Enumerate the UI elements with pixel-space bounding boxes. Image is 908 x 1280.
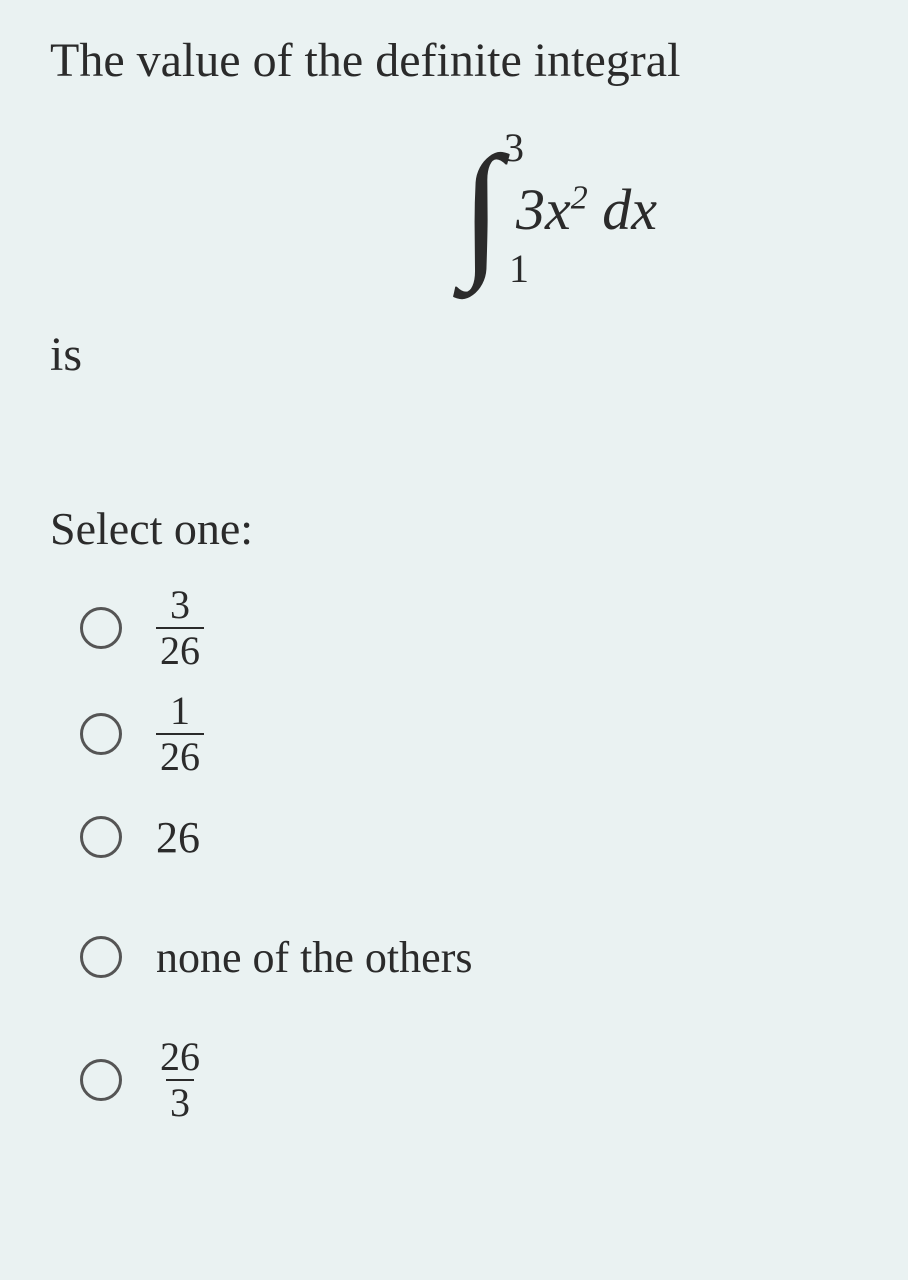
select-prompt: Select one: xyxy=(50,502,868,555)
radio-icon[interactable] xyxy=(80,816,122,858)
integral-sign-icon: ∫ xyxy=(461,126,502,292)
radio-icon[interactable] xyxy=(80,1059,122,1101)
fraction: 26 3 xyxy=(156,1037,204,1123)
fraction: 3 26 xyxy=(156,585,204,671)
fraction-denominator: 26 xyxy=(156,627,204,671)
option-3[interactable]: 26 xyxy=(80,797,868,877)
integral-expression: 3 ∫ 1 3x2 dx xyxy=(250,142,868,277)
fraction-denominator: 26 xyxy=(156,733,204,777)
integrand-exponent: 2 xyxy=(571,180,588,217)
option-2-label: 1 26 xyxy=(156,691,204,777)
integrand-coeff: 3 xyxy=(516,177,545,242)
option-5-label: 26 3 xyxy=(156,1037,204,1123)
option-2[interactable]: 1 26 xyxy=(80,691,868,777)
integral-upper-limit: 3 xyxy=(504,124,524,171)
radio-icon[interactable] xyxy=(80,936,122,978)
question-container: The value of the definite integral 3 ∫ 1… xyxy=(0,0,908,1183)
fraction: 1 26 xyxy=(156,691,204,777)
integrand: 3x2 dx xyxy=(516,176,657,243)
integrand-var: x xyxy=(545,177,571,242)
fraction-numerator: 26 xyxy=(156,1037,204,1079)
fraction-denominator: 3 xyxy=(166,1079,194,1123)
option-4-label: none of the others xyxy=(156,932,472,983)
option-4[interactable]: none of the others xyxy=(80,917,868,997)
option-5[interactable]: 26 3 xyxy=(80,1037,868,1123)
option-1[interactable]: 3 26 xyxy=(80,585,868,671)
option-1-label: 3 26 xyxy=(156,585,204,671)
question-intro: The value of the definite integral xyxy=(50,30,868,92)
question-trailing: is xyxy=(50,327,868,382)
integral-symbol-wrap: 3 ∫ 1 xyxy=(461,142,502,277)
fraction-numerator: 1 xyxy=(166,691,194,733)
options-list: 3 26 1 26 26 none of the others xyxy=(50,585,868,1123)
radio-icon[interactable] xyxy=(80,713,122,755)
integrand-differential: dx xyxy=(602,177,657,242)
integral-lower-limit: 1 xyxy=(509,245,529,292)
radio-icon[interactable] xyxy=(80,607,122,649)
option-3-label: 26 xyxy=(156,812,200,863)
fraction-numerator: 3 xyxy=(166,585,194,627)
